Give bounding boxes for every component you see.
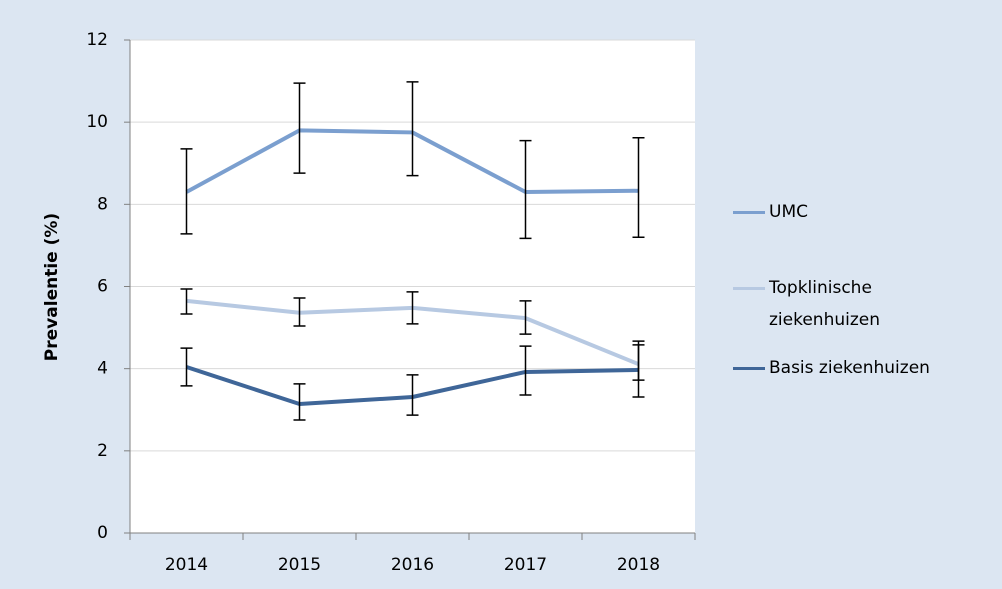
error-bar [632,137,645,238]
error-bar-line [406,81,419,177]
error-bar-line [632,344,645,398]
error-bar [519,300,532,335]
y-tick-label: 12 [86,30,108,50]
error-bar-line [180,347,193,387]
x-tick-label: 2018 [617,555,660,575]
error-bar-line [180,288,193,315]
error-bar-line [180,148,193,235]
legend-item: Topklinische ziekenhuizen [733,272,944,336]
legend-swatch [733,287,765,290]
legend-label: Topklinische ziekenhuizen [769,278,881,330]
error-bar-line [406,291,419,325]
y-axis-label: Prevalentie (%) [42,213,62,361]
error-bar [180,347,193,387]
error-bar [406,291,419,325]
x-tick-label: 2015 [278,555,321,575]
error-bar-line [519,345,532,396]
error-bar-line [519,300,532,335]
error-bar [180,288,193,315]
y-tick-label: 6 [97,277,108,297]
y-tick-label: 4 [97,359,108,379]
y-tick-label: 2 [97,441,108,461]
error-bar [519,139,532,240]
legend-item: Basis ziekenhuizen [733,352,944,384]
error-bar [519,345,532,396]
legend-label: UMC [769,202,808,222]
error-bar [180,148,193,235]
error-bar-line [632,137,645,238]
error-bar-line [293,82,306,174]
error-bar-line [519,139,532,240]
error-bar-line [406,374,419,416]
x-tick-label: 2014 [165,555,208,575]
legend-item: UMC [733,196,944,228]
error-bar [293,383,306,421]
x-tick-label: 2016 [391,555,434,575]
legend-swatch [733,211,765,214]
legend-label: Basis ziekenhuizen [769,358,930,378]
error-bar [293,297,306,327]
error-bar-line [293,297,306,327]
y-tick-label: 0 [97,523,108,543]
error-bar-line [293,383,306,421]
y-tick-label: 10 [86,112,108,132]
x-tick-label: 2017 [504,555,547,575]
legend-swatch [733,367,765,370]
error-bar [632,344,645,398]
y-tick-label: 8 [97,194,108,214]
error-bar [293,82,306,174]
error-bar [406,81,419,177]
error-bar [406,374,419,416]
